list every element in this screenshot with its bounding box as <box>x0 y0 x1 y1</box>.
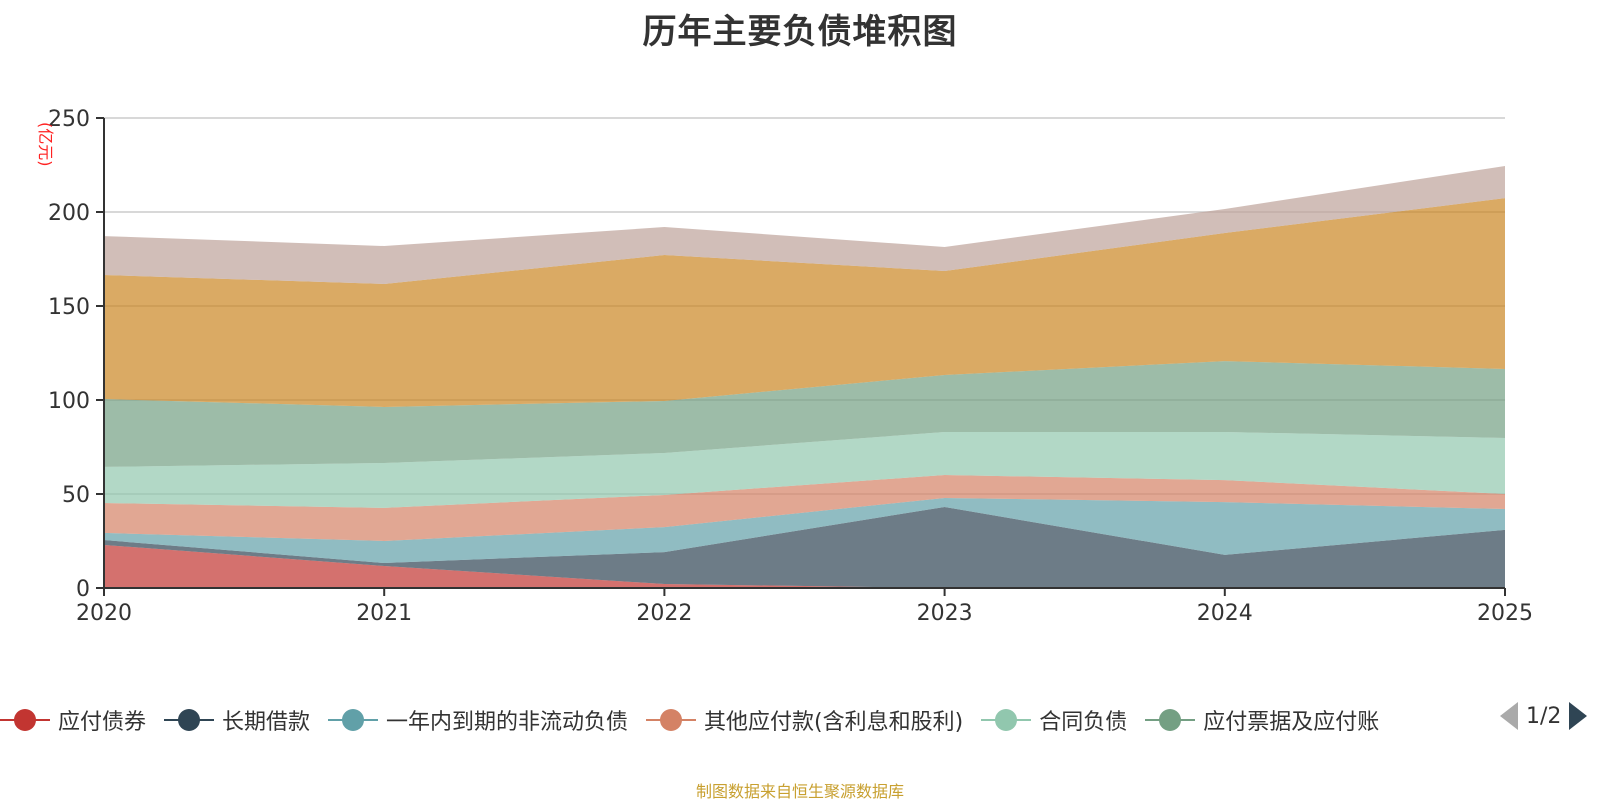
area-series-4[interactable] <box>104 475 1505 541</box>
legend-marker-icon <box>0 708 50 732</box>
legend-item[interactable]: 合同负债 <box>981 704 1127 736</box>
legend-next-page-button[interactable] <box>1569 702 1588 730</box>
y-axis-unit-label: (亿元) <box>36 122 55 167</box>
y-tick-label: 150 <box>48 295 90 320</box>
area-series-2[interactable] <box>104 506 1505 588</box>
area-series-6[interactable] <box>104 361 1505 467</box>
legend-marker-icon <box>981 708 1032 732</box>
legend-label: 应付债券 <box>58 710 147 735</box>
legend-label: 合同负债 <box>1039 710 1128 735</box>
data-source-note: 制图数据来自恒生聚源数据库 <box>695 782 904 801</box>
legend-item[interactable]: 长期借款 <box>164 704 310 736</box>
area-series-5[interactable] <box>104 431 1505 508</box>
x-tick-label: 2023 <box>917 601 973 626</box>
area-series-7[interactable] <box>104 198 1505 407</box>
legend-item[interactable]: 其他应付款(含利息和股利) <box>646 704 963 736</box>
legend-marker-icon <box>164 708 215 732</box>
legend-page-indicator: 1/2 <box>1526 703 1562 729</box>
stacked-area-chart: 0 50 100 150 200 250 2020 2021 2022 2023 2024 2025… <box>36 107 1533 626</box>
legend-prev-page-button[interactable] <box>1500 702 1518 730</box>
legend-label: 长期借款 <box>222 710 311 735</box>
y-tick-label: 100 <box>48 389 90 414</box>
y-tick-label: 50 <box>62 483 90 508</box>
legend-item[interactable]: 一年内到期的非流动负债 <box>328 704 628 736</box>
legend-item[interactable]: 应付票据及应付账 <box>1145 704 1379 736</box>
x-tick-label: 2025 <box>1477 601 1533 626</box>
x-tick-label: 2024 <box>1197 601 1253 626</box>
legend-label: 一年内到期的非流动负债 <box>386 710 629 735</box>
legend: 应付债券 长期借款 一年内到期的非流动负债 其他应付款(含利息和股利) 合同负债 应付票据… <box>0 700 1600 740</box>
area-series-3[interactable] <box>104 497 1505 563</box>
legend-label: 其他应付款(含利息和股利) <box>704 710 964 735</box>
y-tick-label: 250 <box>48 107 90 132</box>
legend-item[interactable]: 应付债券 <box>0 704 146 736</box>
area-series-8[interactable] <box>104 165 1505 285</box>
x-tick-label: 2020 <box>76 601 132 626</box>
chart-title: 历年主要负债堆积图 <box>642 12 958 52</box>
legend-marker-icon <box>1145 708 1196 732</box>
axes <box>96 117 1506 596</box>
y-tick-label: 200 <box>48 201 90 226</box>
area-series-1[interactable] <box>104 544 1505 588</box>
y-tick-labels: 0 50 100 150 200 250 <box>48 107 90 602</box>
legend-pager: 1/2 <box>1500 702 1588 730</box>
legend-marker-icon <box>328 708 379 732</box>
x-tick-label: 2022 <box>636 601 692 626</box>
y-tick-label: 0 <box>76 577 90 602</box>
x-tick-labels: 2020 2021 2022 2023 2024 2025 <box>76 601 1533 626</box>
area-series <box>104 165 1505 588</box>
legend-label: 应付票据及应付账 <box>1203 710 1380 735</box>
x-tick-label: 2021 <box>356 601 412 626</box>
legend-marker-icon <box>646 708 697 732</box>
